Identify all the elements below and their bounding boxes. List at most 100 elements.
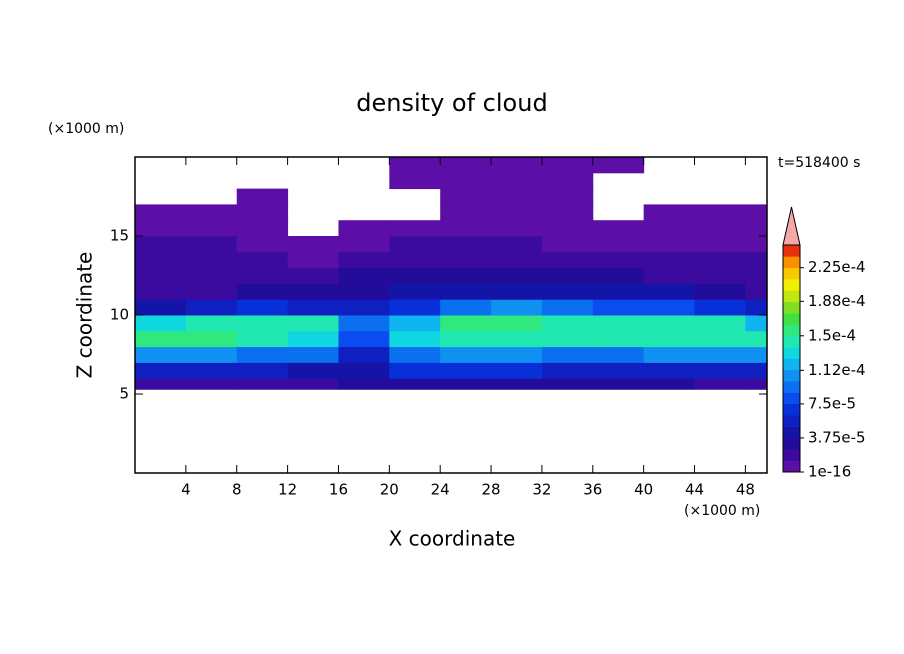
contour-cell [440, 346, 492, 363]
colorbar-swatch [783, 313, 800, 325]
contour-cell [185, 378, 238, 390]
contour-cell [236, 283, 289, 300]
contour-cell [185, 283, 238, 300]
contour-cell [745, 378, 768, 390]
contour-cell [236, 362, 289, 379]
colorbar-swatch [783, 358, 800, 371]
contour-cell [592, 362, 645, 379]
contour-cell [541, 299, 594, 316]
contour-cell [185, 267, 238, 284]
contour-cell [745, 362, 768, 379]
contour-cell [694, 378, 746, 390]
contour-cell [694, 204, 746, 221]
contour-cell [643, 283, 696, 300]
contour-cell [338, 236, 390, 253]
contour-cell [440, 299, 492, 316]
contour-cell [287, 299, 339, 316]
contour-cell [135, 236, 187, 253]
x-tick-label: 24 [431, 481, 450, 499]
contour-cell [440, 157, 492, 174]
contour-cell [592, 157, 645, 174]
chart-title: density of cloud [356, 89, 547, 117]
contour-cell [592, 251, 645, 269]
contour-cell [135, 378, 187, 390]
contour-cell [389, 362, 441, 379]
contour-cell [694, 362, 746, 379]
contour-cell [592, 220, 645, 237]
contour-cell [440, 378, 492, 390]
contour-cell [745, 330, 768, 348]
contour-cell [541, 283, 594, 300]
contour-cell [135, 299, 187, 316]
contour-cell [541, 330, 594, 348]
contour-cell [541, 220, 594, 237]
contour-cell [745, 346, 768, 363]
colorbar-swatch [783, 426, 800, 439]
contour-cell [592, 236, 645, 253]
contour-cell [643, 236, 696, 253]
contour-cell [491, 157, 543, 174]
contour-cell [541, 315, 594, 332]
contour-cell [643, 299, 696, 316]
contour-cell [491, 251, 543, 269]
x-tick-label: 4 [181, 481, 191, 499]
contour-cell [491, 330, 543, 348]
contour-cell [643, 220, 696, 237]
x-tick-label: 12 [278, 481, 297, 499]
colorbar-swatch [783, 324, 800, 337]
contour-cell [287, 267, 339, 284]
contour-cell [643, 330, 696, 348]
colorbar-tick-label: 1.88e-4 [808, 292, 866, 310]
contour-cell [185, 236, 238, 253]
colorbar-extension [782, 206, 801, 246]
contour-cell [541, 362, 594, 379]
colorbar-swatch [783, 347, 800, 359]
contour-cell [236, 346, 289, 363]
contour-cell [236, 204, 289, 221]
contour-cell [541, 346, 594, 363]
contour-cell [440, 267, 492, 284]
contour-cell [236, 299, 289, 316]
contour-cell [541, 157, 594, 174]
contour-cell [592, 346, 645, 363]
contour-cell [236, 378, 289, 390]
colorbar-tick-label: 3.75e-5 [808, 428, 866, 446]
contour-cell [491, 204, 543, 221]
contour-cell [440, 236, 492, 253]
contour-cell [694, 220, 746, 237]
contour-cell [185, 204, 238, 221]
colorbar-tick-label: 1.12e-4 [808, 361, 866, 379]
contour-cell [592, 283, 645, 300]
contour-cell [440, 172, 492, 190]
x-tick-label: 20 [380, 481, 399, 499]
contour-cell [592, 315, 645, 332]
contour-cell [745, 267, 768, 284]
contour-cell [491, 188, 543, 205]
contour-cell [643, 362, 696, 379]
colorbar-swatch [783, 301, 800, 314]
contour-cell [389, 236, 441, 253]
contour-cell [389, 267, 441, 284]
contour-cell [236, 236, 289, 253]
contour-cell [592, 378, 645, 390]
colorbar-tick-label: 1e-16 [808, 463, 851, 481]
contour-cell [287, 236, 339, 253]
contour-cell [643, 251, 696, 269]
colorbar-swatch [783, 437, 800, 450]
contour-cell [491, 299, 543, 316]
x-tick-label: 48 [736, 481, 755, 499]
contour-cell [389, 378, 441, 390]
x-tick-label: 44 [685, 481, 704, 499]
colorbar-swatch [783, 267, 800, 280]
contour-cell [135, 283, 187, 300]
contour-cell [135, 362, 187, 379]
colorbar-swatch [783, 381, 800, 393]
contour-cell [389, 220, 441, 237]
contour-cell [440, 188, 492, 205]
colorbar-tick-label: 7.5e-5 [808, 394, 856, 412]
colorbar-swatch [783, 449, 800, 461]
x-tick-label: 8 [232, 481, 242, 499]
contour-cell [491, 283, 543, 300]
contour-cell [236, 315, 289, 332]
contour-cell [592, 267, 645, 284]
